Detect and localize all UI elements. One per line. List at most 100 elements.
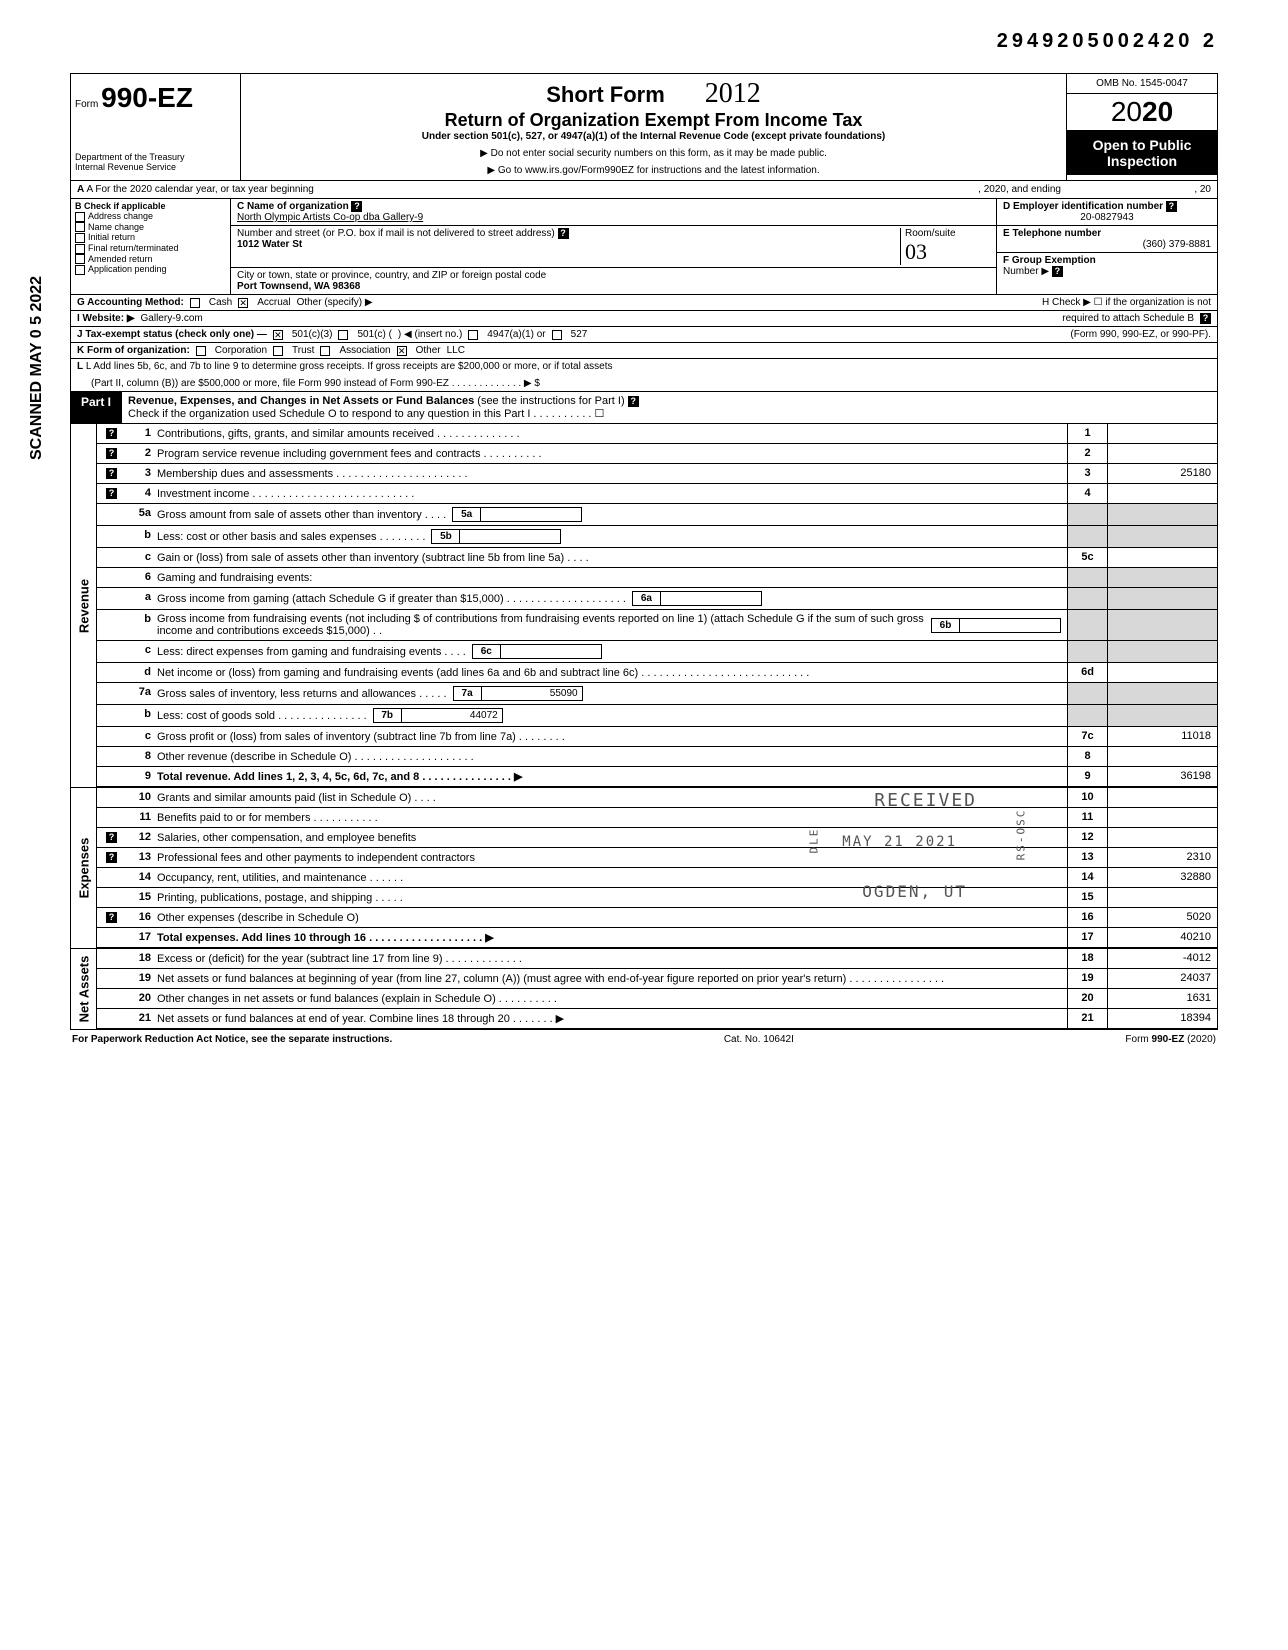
- form-prefix: Form: [75, 99, 98, 110]
- line-num: 3: [121, 464, 155, 483]
- help-icon[interactable]: ?: [106, 448, 117, 459]
- line-b: bLess: cost or other basis and sales exp…: [97, 526, 1217, 548]
- line-box-val: [1107, 683, 1217, 704]
- net-assets-section: Net Assets 18Excess or (deficit) for the…: [71, 948, 1217, 1029]
- line-3: ? 3Membership dues and assessments . . . …: [97, 464, 1217, 484]
- part-1-title-text: Revenue, Expenses, and Changes in Net As…: [128, 395, 477, 407]
- help-icon[interactable]: ?: [628, 396, 639, 407]
- chk-amended-return[interactable]: [75, 254, 85, 264]
- line-num: 5a: [121, 504, 155, 525]
- chk-cash[interactable]: [190, 298, 200, 308]
- lbl-final-return: Final return/terminated: [88, 243, 179, 253]
- line-8: 8Other revenue (describe in Schedule O) …: [97, 747, 1217, 767]
- dept-treasury: Department of the Treasury: [75, 152, 236, 162]
- chk-accrual[interactable]: [238, 298, 248, 308]
- lbl-cash: Cash: [209, 297, 232, 308]
- help-icon[interactable]: ?: [106, 488, 117, 499]
- i-label: I Website: ▶: [77, 313, 135, 324]
- row-a-right: , 20: [1067, 181, 1217, 198]
- chk-application-pending[interactable]: [75, 265, 85, 275]
- chk-527[interactable]: [552, 330, 562, 340]
- line-desc: Less: cost of goods sold . . . . . . . .…: [155, 705, 1067, 726]
- help-icon[interactable]: ?: [558, 228, 569, 239]
- line-box-val: 36198: [1107, 767, 1217, 786]
- line-c: cLess: direct expenses from gaming and f…: [97, 641, 1217, 663]
- block-bcd: B Check if applicable Address change Nam…: [71, 199, 1217, 295]
- line-box-val: [1107, 788, 1217, 807]
- line-box-val: [1107, 504, 1217, 525]
- open-line1: Open to Public: [1071, 137, 1213, 153]
- line-box-val: [1107, 663, 1217, 682]
- help-icon[interactable]: ?: [106, 832, 117, 843]
- line-box-val: [1107, 424, 1217, 443]
- chk-trust[interactable]: [273, 346, 283, 356]
- line-desc: Net assets or fund balances at beginning…: [155, 969, 1067, 988]
- line-box-val: [1107, 705, 1217, 726]
- stamp-date: MAY 21 2021: [842, 834, 957, 850]
- line-15: 15Printing, publications, postage, and s…: [97, 888, 1217, 908]
- chk-address-change[interactable]: [75, 212, 85, 222]
- room-label: Room/suite: [905, 228, 956, 239]
- part-1-check-text: Check if the organization used Schedule …: [128, 408, 604, 420]
- help-icon[interactable]: ?: [1052, 266, 1063, 277]
- ein-label: D Employer identification number: [1003, 201, 1163, 212]
- help-icon[interactable]: ?: [1200, 313, 1211, 324]
- line-num: 2: [121, 444, 155, 463]
- chk-name-change[interactable]: [75, 222, 85, 232]
- help-icon[interactable]: ?: [106, 912, 117, 923]
- revenue-section: Revenue ?1Contributions, gifts, grants, …: [71, 424, 1217, 787]
- lbl-527: 527: [571, 329, 588, 340]
- return-title: Return of Organization Exempt From Incom…: [249, 110, 1058, 131]
- chk-4947[interactable]: [468, 330, 478, 340]
- line-desc: Total expenses. Add lines 10 through 16 …: [155, 928, 1067, 947]
- line-20: 20Other changes in net assets or fund ba…: [97, 989, 1217, 1009]
- line-desc: Gaming and fundraising events:: [155, 568, 1067, 587]
- line-desc: Gain or (loss) from sale of assets other…: [155, 548, 1067, 567]
- group-exemption-label: F Group Exemption: [1003, 255, 1096, 266]
- help-icon[interactable]: ?: [106, 852, 117, 863]
- line-desc: Other expenses (describe in Schedule O): [155, 908, 1067, 927]
- lbl-trust: Trust: [292, 345, 314, 356]
- chk-assoc[interactable]: [320, 346, 330, 356]
- lbl-insert-no: ) ◀ (insert no.): [398, 329, 462, 340]
- line-14: 14Occupancy, rent, utilities, and mainte…: [97, 868, 1217, 888]
- chk-501c3[interactable]: [273, 330, 283, 340]
- line-box-val: 18394: [1107, 1009, 1217, 1028]
- line-num: d: [121, 663, 155, 682]
- line-1: ?1Contributions, gifts, grants, and simi…: [97, 424, 1217, 444]
- inner-box: 5b: [431, 529, 561, 544]
- col-c-org-info: C Name of organization ? North Olympic A…: [231, 199, 997, 294]
- lbl-other-method: Other (specify) ▶: [297, 297, 373, 308]
- help-icon[interactable]: ?: [106, 468, 117, 479]
- chk-initial-return[interactable]: [75, 233, 85, 243]
- part-1-num: Part I: [71, 392, 121, 423]
- line-num: 21: [121, 1009, 155, 1028]
- line-box-val: 32880: [1107, 868, 1217, 887]
- instruction-1: ▶ Do not enter social security numbers o…: [249, 148, 1058, 159]
- row-a-left: A For the 2020 calendar year, or tax yea…: [86, 184, 313, 195]
- chk-final-return[interactable]: [75, 244, 85, 254]
- street-value: 1012 Water St: [237, 239, 302, 250]
- chk-other-org[interactable]: [397, 346, 407, 356]
- expenses-side-label: Expenses: [71, 788, 97, 948]
- stamp-rsosc: RS-OSC: [1015, 809, 1028, 861]
- g-label: G Accounting Method:: [77, 297, 184, 308]
- help-icon[interactable]: ?: [351, 201, 362, 212]
- ein-value: 20-0827943: [1003, 212, 1211, 223]
- help-icon[interactable]: ?: [1166, 201, 1177, 212]
- line-box-val: [1107, 828, 1217, 847]
- line-d: dNet income or (loss) from gaming and fu…: [97, 663, 1217, 683]
- chk-corp[interactable]: [196, 346, 206, 356]
- line-11: 11Benefits paid to or for members . . . …: [97, 808, 1217, 828]
- room-handwritten: 03: [905, 239, 927, 264]
- line-a: aGross income from gaming (attach Schedu…: [97, 588, 1217, 610]
- line-box-num: 9: [1067, 767, 1107, 786]
- row-l: L L Add lines 5b, 6c, and 7b to line 9 t…: [71, 359, 1217, 392]
- street-label: Number and street (or P.O. box if mail i…: [237, 228, 555, 239]
- line-17: 17Total expenses. Add lines 10 through 1…: [97, 928, 1217, 948]
- help-icon[interactable]: ?: [106, 428, 117, 439]
- form-number: Form 990-EZ: [75, 82, 236, 114]
- chk-501c[interactable]: [338, 330, 348, 340]
- line-10: 10Grants and similar amounts paid (list …: [97, 788, 1217, 808]
- line-desc: Membership dues and assessments . . . . …: [155, 464, 1067, 483]
